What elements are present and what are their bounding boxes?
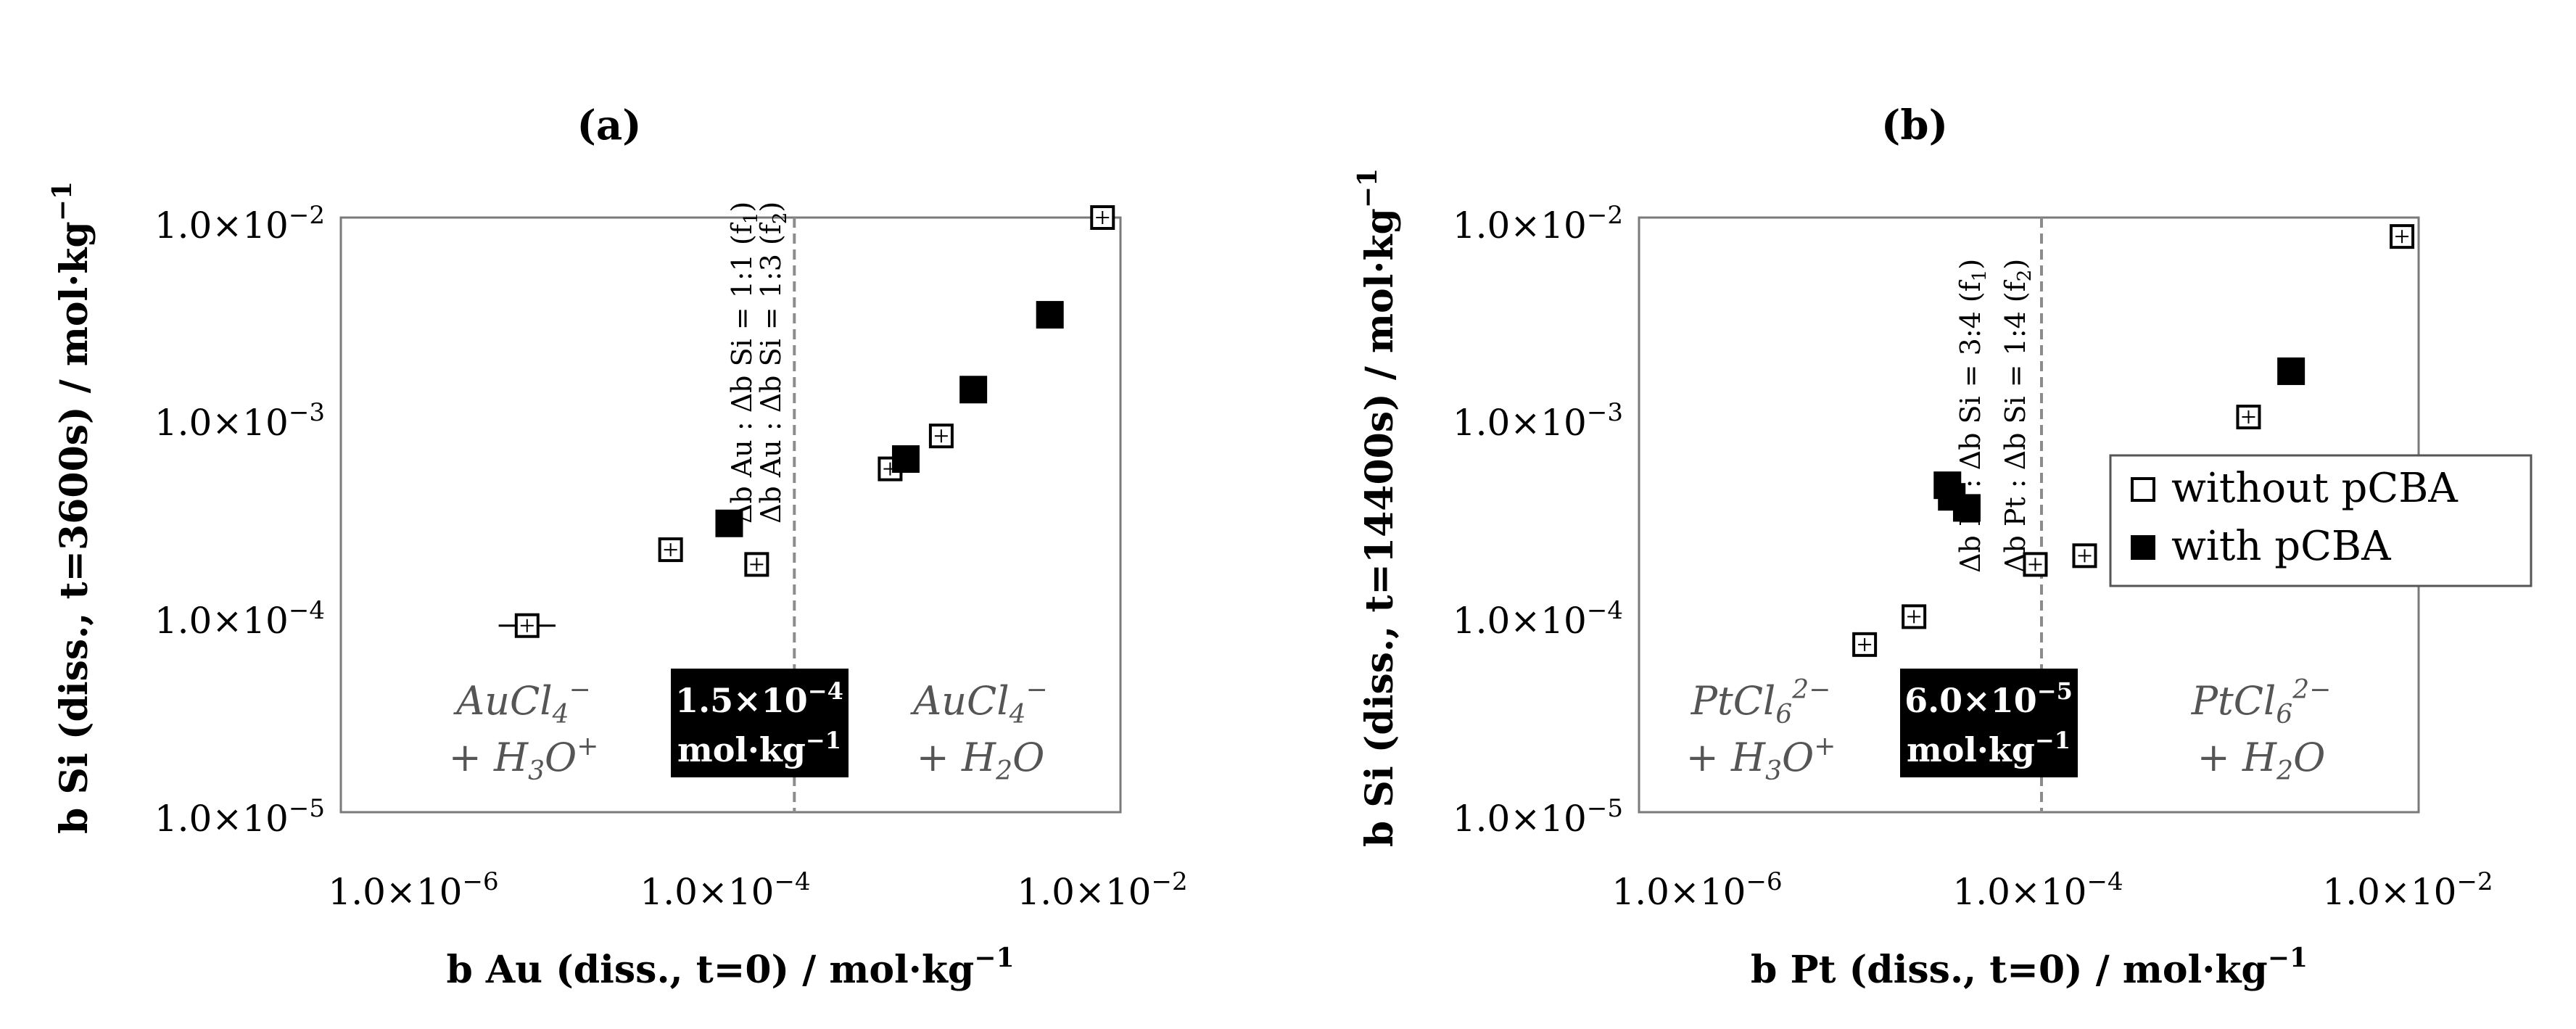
point-with-pcba: [2277, 357, 2305, 385]
panel-label: (a): [577, 102, 641, 149]
left-region-ion: PtCl62−: [1690, 675, 1831, 730]
point-error-cross: [2395, 230, 2409, 244]
left-region-ion: AuCl4−: [453, 675, 590, 730]
x-axis-label: b Au (diss., t=0) / mol·kg−1: [446, 943, 1014, 992]
point-error-cross: [520, 619, 534, 632]
point-error-cross: [750, 558, 764, 571]
legend-label: without pCBA: [2171, 465, 2458, 512]
point-with-pcba: [1952, 494, 1981, 522]
point-error-cross: [1858, 637, 1872, 651]
x-tick-label: 1.0×10−2: [2322, 867, 2493, 913]
y-tick-label: 1.0×10−3: [1453, 398, 1623, 444]
point-without-pcba: [928, 423, 954, 449]
ion-annotations: AuCl4− + H3O+ AuCl4− + H2O: [449, 675, 1048, 786]
legend-marker-open: [2131, 477, 2155, 502]
y-tick-labels: 1.0×10−5 1.0×10−4 1.0×10−3 1.0×10−2: [154, 201, 325, 840]
right-region-partner: + H2O: [917, 735, 1045, 786]
x-axis-label: b Pt (diss., t=0) / mol·kg−1: [1751, 943, 2308, 992]
threshold-label-f1: Δb Pt : Δb Si = 3:4 (f1): [1954, 259, 1991, 573]
legend: without pCBA with pCBA: [2109, 454, 2532, 587]
x-tick-label: 1.0×10−4: [1952, 867, 2123, 913]
data-points: [1852, 224, 2415, 657]
y-tick-label: 1.0×10−3: [154, 398, 325, 444]
threshold-value: 6.0×10−5: [1904, 677, 2073, 720]
y-axis-label: b Si (diss., t=14400s) / mol·kg−1: [1353, 168, 1402, 847]
y-tick-label: 1.0×10−2: [154, 201, 325, 247]
panel-b: (b) 1.0×10−6 1.0×10−4 1.0×10−2 1.0×10−5 …: [1353, 102, 2532, 992]
point-with-pcba: [891, 445, 920, 474]
legend-box: [2109, 454, 2532, 587]
y-tick-label: 1.0×10−5: [154, 794, 325, 840]
threshold-value: 1.5×10−4: [675, 677, 843, 720]
legend-label: with pCBA: [2171, 523, 2391, 570]
threshold-group: Δb Au : Δb Si = 1:1 (f1) Δb Au : Δb Si =…: [671, 202, 849, 812]
x-tick-labels: 1.0×10−6 1.0×10−4 1.0×10−2: [328, 867, 1187, 913]
y-tick-label: 1.0×10−4: [154, 596, 325, 642]
threshold-label-f2: Δb Au : Δb Si = 1:3 (f2): [755, 202, 791, 524]
y-tick-label: 1.0×10−2: [1453, 201, 1623, 247]
point-error-cross: [2242, 410, 2255, 424]
y-tick-label: 1.0×10−5: [1453, 794, 1623, 840]
point-error-cross: [1907, 610, 1921, 624]
x-tick-label: 1.0×10−2: [1017, 867, 1187, 913]
y-axis-label: b Si (diss., t=3600s) / mol·kg−1: [47, 181, 96, 834]
panel-label: (b): [1881, 102, 1948, 149]
x-tick-labels: 1.0×10−6 1.0×10−4 1.0×10−2: [1611, 867, 2493, 913]
x-tick-label: 1.0×10−6: [1611, 867, 1782, 913]
data-points: [498, 205, 1115, 638]
point-with-pcba: [959, 376, 988, 404]
point-error-cross: [2078, 549, 2092, 563]
right-region-partner: + H2O: [2197, 735, 2326, 786]
right-region-ion: AuCl4−: [909, 675, 1047, 730]
point-error-cross: [934, 429, 948, 443]
legend-marker-filled: [2131, 535, 2155, 560]
right-region-ion: PtCl62−: [2191, 675, 2332, 730]
x-tick-label: 1.0×10−4: [640, 867, 810, 913]
threshold-unit: mol·kg−1: [677, 727, 841, 769]
threshold-label-f2: Δb Pt : Δb Si = 1:4 (f2): [1999, 259, 2036, 573]
left-region-partner: + H3O+: [449, 732, 599, 786]
plot-frame: [339, 216, 1122, 814]
point-with-pcba: [1036, 301, 1064, 329]
ion-annotations: PtCl62− + H3O+ PtCl62− + H2O: [1686, 675, 2332, 786]
point-with-pcba: [715, 509, 743, 537]
threshold-unit: mol·kg−1: [1907, 727, 2071, 769]
threshold-value-box: [671, 669, 849, 777]
threshold-label-f1: Δb Au : Δb Si = 1:1 (f1): [726, 202, 762, 524]
threshold-value-box: [1900, 669, 2078, 777]
point-error-cross: [664, 543, 677, 557]
point-error-cross: [1096, 211, 1110, 224]
x-tick-label: 1.0×10−6: [328, 867, 498, 913]
y-tick-labels: 1.0×10−5 1.0×10−4 1.0×10−3 1.0×10−2: [1453, 201, 1623, 840]
y-tick-label: 1.0×10−4: [1453, 596, 1623, 642]
panel-a: (a) 1.0×10−6 1.0×10−4 1.0×10−2 1.0×10−5 …: [47, 102, 1188, 992]
point-error-cross: [2028, 558, 2042, 571]
threshold-group: Δb Pt : Δb Si = 3:4 (f1) Δb Pt : Δb Si =…: [1900, 218, 2078, 812]
left-region-partner: + H3O+: [1686, 732, 1836, 786]
